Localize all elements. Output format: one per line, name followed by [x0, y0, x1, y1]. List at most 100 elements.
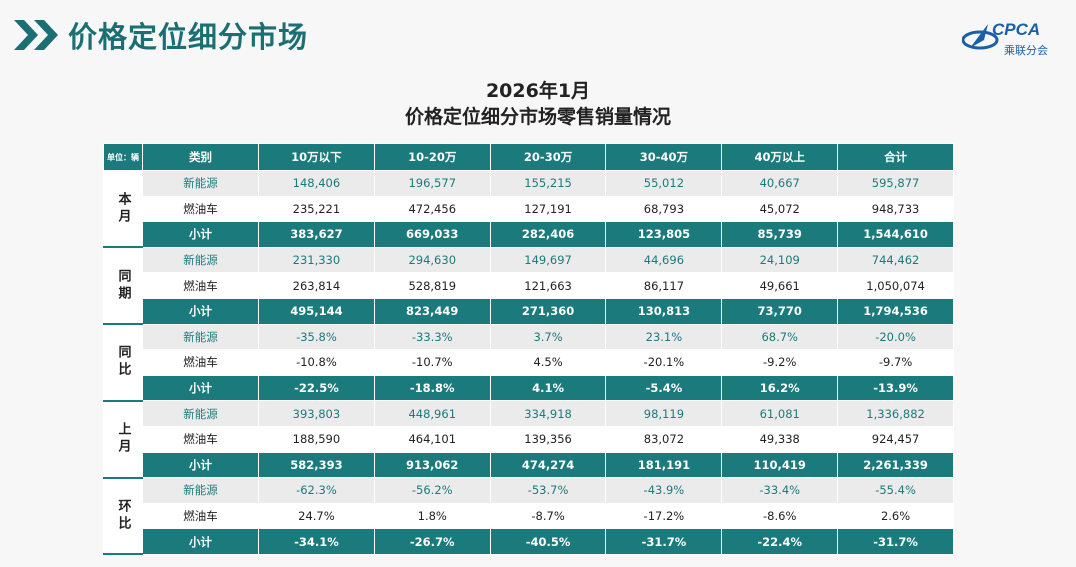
table-row: 本月 新能源 148,406 196,577 155,215 55,012 40,667 59… — [103, 170, 954, 249]
table-row: 同比 新能源 -35.8% -33.3% 3.7% 23.1% 68.7% -20.0% — [103, 323, 954, 402]
cell: -56.2% — [373, 477, 491, 504]
cell: -20.1% — [605, 349, 723, 376]
cell: 744,462 — [837, 246, 954, 274]
cell: 40,667 — [721, 170, 839, 197]
cell: 282,406 — [489, 221, 607, 248]
cell: 294,630 — [373, 246, 491, 274]
row-label: 燃油车 — [142, 425, 259, 453]
cell: 231,330 — [258, 246, 375, 274]
cell: 110,419 — [721, 451, 839, 479]
logo-text: CPCA — [992, 20, 1041, 39]
cell: 464,101 — [373, 425, 491, 453]
group-label: 环比 — [103, 477, 143, 556]
table-row: 燃油车 -10.8% -10.7% 4.5% -20.1% -9.2% -9.7% — [104, 349, 954, 376]
cell: 181,191 — [605, 451, 723, 479]
cell: 49,661 — [721, 272, 839, 299]
table-row: 环比 新能源 -62.3% -56.2% -53.7% -43.9% -33.4% -55.4… — [103, 477, 954, 556]
cell: 595,877 — [837, 170, 954, 197]
table-title: 2026年1月 — [485, 80, 591, 102]
cell: 98,119 — [605, 400, 723, 427]
row-label: 新能源 — [142, 400, 259, 427]
table-row: 同期 新能源 231,330 294,630 149,697 44,696 24,109 74… — [103, 246, 954, 326]
table-row: 小计 -22.5% -18.8% 4.1% -5.4% 16.2% -13.9% — [104, 374, 954, 402]
cell: -22.4% — [721, 528, 839, 555]
cell: 49,338 — [721, 425, 839, 453]
cell: -18.8% — [373, 374, 491, 402]
row-label: 小计 — [142, 528, 259, 555]
cell: -26.7% — [373, 528, 491, 555]
row-label: 燃油车 — [142, 195, 259, 223]
cell: 383,627 — [258, 221, 375, 248]
column-header: 10万以下 — [258, 143, 375, 171]
cell: -8.6% — [721, 502, 839, 530]
row-label: 燃油车 — [142, 502, 259, 530]
cell: 4.5% — [489, 349, 607, 376]
cell: -9.7% — [837, 349, 954, 376]
column-header: 30-40万 — [605, 143, 723, 171]
cell: 61,081 — [721, 400, 839, 427]
column-header: 10-20万 — [373, 143, 491, 171]
cell: 271,360 — [489, 297, 607, 325]
column-header: 类别 — [142, 143, 259, 171]
cell: -62.3% — [258, 477, 375, 504]
cell: 1,544,610 — [837, 221, 954, 248]
cell: 1,050,074 — [837, 272, 954, 299]
cell: 448,961 — [373, 400, 491, 427]
group-label: 同比 — [103, 323, 143, 402]
cell: 474,274 — [489, 451, 607, 479]
cell: 23.1% — [605, 323, 723, 351]
table-row: 小计 -34.1% -26.7% -40.5% -31.7% -22.4% -31.7% — [104, 528, 954, 555]
table-row: 小计 383,627 669,033 282,406 123,805 85,739 1,54… — [104, 221, 954, 248]
cell: 149,697 — [489, 246, 607, 274]
cell: 2.6% — [837, 502, 954, 530]
table-row: 小计 495,144 823,449 271,360 130,813 73,770 1,79… — [104, 297, 954, 325]
header-row: 单位：辆 类别 10万以下 10-20万 20-30万 30-40万 40万以上 合计 — [103, 143, 954, 171]
cell: 83,072 — [605, 425, 723, 453]
cell: 24.7% — [258, 502, 375, 530]
table-subtitle: 价格定位细分市场零售销量情况 — [404, 106, 671, 128]
cell: 393,803 — [258, 400, 375, 427]
cell: 263,814 — [258, 272, 375, 299]
page-title: 价格定位细分市场 — [68, 20, 309, 54]
cell: -17.2% — [605, 502, 723, 530]
cell: -10.8% — [258, 349, 375, 376]
group-label: 上月 — [103, 400, 143, 479]
table-row: 上月 新能源 393,803 448,961 334,918 98,119 61,081 1,… — [103, 400, 954, 479]
cell: -8.7% — [489, 502, 607, 530]
column-header: 合计 — [837, 143, 954, 171]
cell: 582,393 — [258, 451, 375, 479]
cell: 472,456 — [373, 195, 491, 223]
cell: -55.4% — [837, 477, 954, 504]
cell: -34.1% — [258, 528, 375, 555]
logo: CPCA 乘联分会 — [962, 18, 1062, 58]
cell: -5.4% — [605, 374, 723, 402]
cell: 188,590 — [258, 425, 375, 453]
cell: 155,215 — [489, 170, 607, 197]
cell: -43.9% — [605, 477, 723, 504]
row-label: 新能源 — [142, 246, 259, 274]
cell: 121,663 — [489, 272, 607, 299]
cell: 45,072 — [721, 195, 839, 223]
cell: 948,733 — [837, 195, 954, 223]
cell: 148,406 — [258, 170, 375, 197]
cell: 68,793 — [605, 195, 723, 223]
cell: 495,144 — [258, 297, 375, 325]
cell: 139,356 — [489, 425, 607, 453]
cell: 1.8% — [373, 502, 491, 530]
table-row: 小计 582,393 913,062 474,274 181,191 110,419 2,2… — [104, 451, 954, 479]
row-label: 小计 — [142, 374, 259, 402]
cell: 823,449 — [373, 297, 491, 325]
cell: -31.7% — [837, 528, 954, 555]
cell: 68.7% — [721, 323, 839, 351]
row-label: 燃油车 — [142, 349, 259, 376]
cell: 1,336,882 — [837, 400, 954, 427]
table-row: 燃油车 235,221 472,456 127,191 68,793 45,072 948,… — [104, 195, 954, 223]
cell: -22.5% — [258, 374, 375, 402]
cell: 2,261,339 — [837, 451, 954, 479]
chevron-icon — [14, 20, 58, 50]
cell: 123,805 — [605, 221, 723, 248]
cell: 85,739 — [721, 221, 839, 248]
logo-icon — [962, 24, 999, 50]
cell: 235,221 — [258, 195, 375, 223]
